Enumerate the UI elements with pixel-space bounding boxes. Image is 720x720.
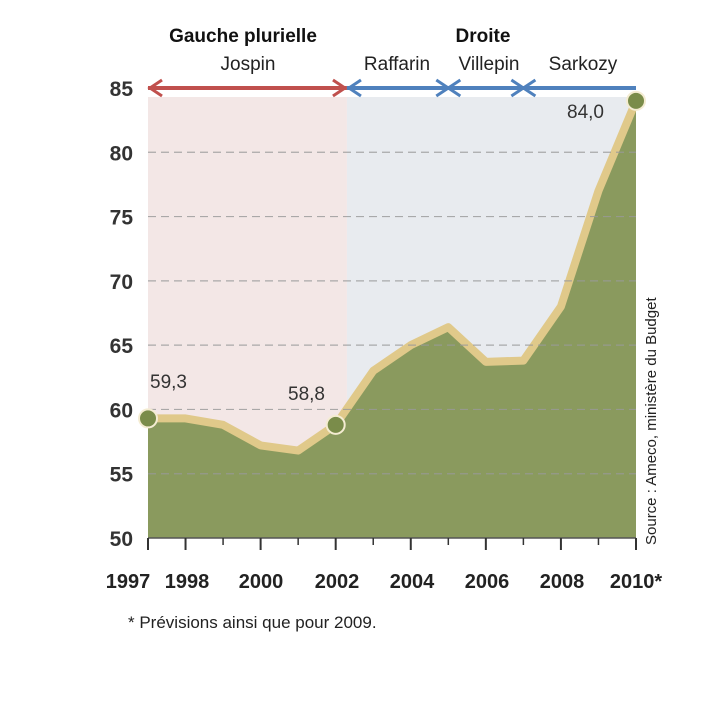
data-label: 59,3: [150, 372, 187, 393]
raffarin-label: Raffarin: [364, 54, 430, 75]
area-fill: [148, 100, 636, 538]
source-note: Source : Ameco, ministère du Budget: [643, 297, 660, 545]
data-point-marker: [138, 408, 158, 429]
data-point-marker: [325, 414, 346, 435]
x-tick-label: 1997: [106, 571, 151, 593]
sarkozy-arrow-head-left: [520, 78, 537, 98]
footnote: * Prévisions ainsi que pour 2009.: [128, 613, 377, 632]
x-tick-label: 2004: [390, 571, 435, 593]
y-tick-label: 85: [110, 78, 134, 101]
y-tick-label: 60: [110, 399, 133, 422]
villepin-label: Villepin: [459, 54, 520, 75]
data-label: 58,8: [288, 384, 325, 405]
y-tick-label: 70: [110, 271, 133, 294]
x-tick-label: 1998: [165, 571, 210, 593]
series-line: [148, 99, 640, 455]
x-tick-label: 2006: [465, 571, 510, 593]
y-tick-label: 50: [110, 528, 133, 551]
jospin-arrow-head-right: [332, 78, 348, 98]
chart-plot-area: 1997 1998 2000 2002 2004 2006 2008 2010* 50 55 60 6…: [106, 78, 663, 593]
right-group-label: Droite: [456, 26, 511, 47]
y-tick-label: 75: [110, 207, 134, 230]
x-tick-label: 2002: [315, 571, 360, 593]
raffarin-arrow-head-left: [346, 78, 362, 98]
sarkozy-label: Sarkozy: [549, 54, 618, 75]
y-tick-label: 80: [110, 142, 133, 165]
x-tick-label: 2008: [540, 571, 585, 593]
x-tick-label: 2010*: [610, 571, 662, 593]
data-label: 84,0: [567, 102, 604, 123]
data-point-marker: [626, 90, 646, 111]
y-tick-label: 55: [110, 464, 134, 487]
x-tick-label: 2000: [239, 571, 284, 593]
left-group-label: Gauche plurielle: [169, 26, 317, 47]
villepin-arrow-head-left: [445, 78, 462, 98]
jospin-label: Jospin: [221, 54, 276, 75]
y-tick-label: 65: [110, 335, 134, 358]
jospin-arrow-head-left: [147, 78, 163, 98]
